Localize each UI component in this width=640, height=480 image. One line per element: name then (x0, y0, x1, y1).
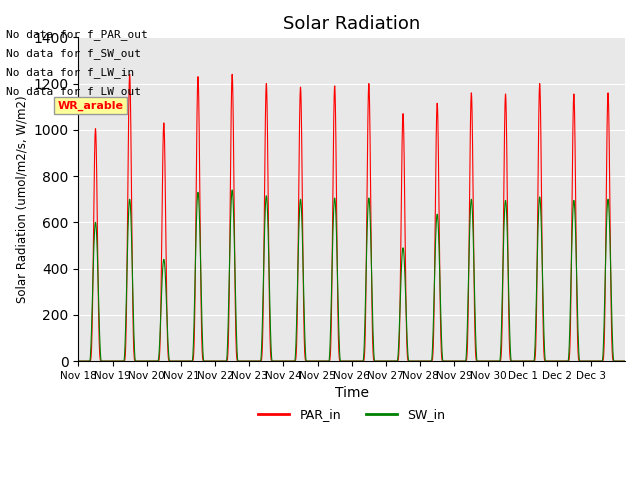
Line: SW_in: SW_in (79, 190, 625, 361)
Text: No data for f_PAR_out: No data for f_PAR_out (6, 29, 148, 40)
PAR_in (621, 358, 629, 364)
SW_in (621, 358, 629, 364)
SW_in (502, 198, 509, 204)
Text: No data for f_SW_out: No data for f_SW_out (6, 48, 141, 59)
SW_in (401, 282, 409, 288)
SW_in (188, 358, 196, 364)
Title: Solar Radiation: Solar Radiation (283, 15, 420, 33)
PAR_in (502, 92, 509, 97)
SW_in (529, 358, 536, 364)
SW_in (228, 187, 236, 193)
PAR_in (401, 246, 409, 252)
PAR_in (188, 358, 196, 364)
PAR_in (126, 72, 134, 77)
SW_in (543, 358, 550, 364)
PAR_in (543, 358, 550, 364)
Text: WR_arable: WR_arable (58, 101, 124, 111)
Text: No data for f_LW_out: No data for f_LW_out (6, 86, 141, 97)
PAR_in (529, 358, 536, 364)
Legend: PAR_in, SW_in: PAR_in, SW_in (253, 403, 451, 426)
Y-axis label: Solar Radiation (umol/m2/s, W/m2): Solar Radiation (umol/m2/s, W/m2) (15, 96, 28, 303)
PAR_in (372, 358, 380, 364)
SW_in (75, 358, 83, 364)
Line: PAR_in: PAR_in (79, 74, 625, 361)
X-axis label: Time: Time (335, 386, 369, 400)
PAR_in (75, 358, 83, 364)
SW_in (372, 358, 380, 364)
Text: No data for f_LW_in: No data for f_LW_in (6, 67, 134, 78)
